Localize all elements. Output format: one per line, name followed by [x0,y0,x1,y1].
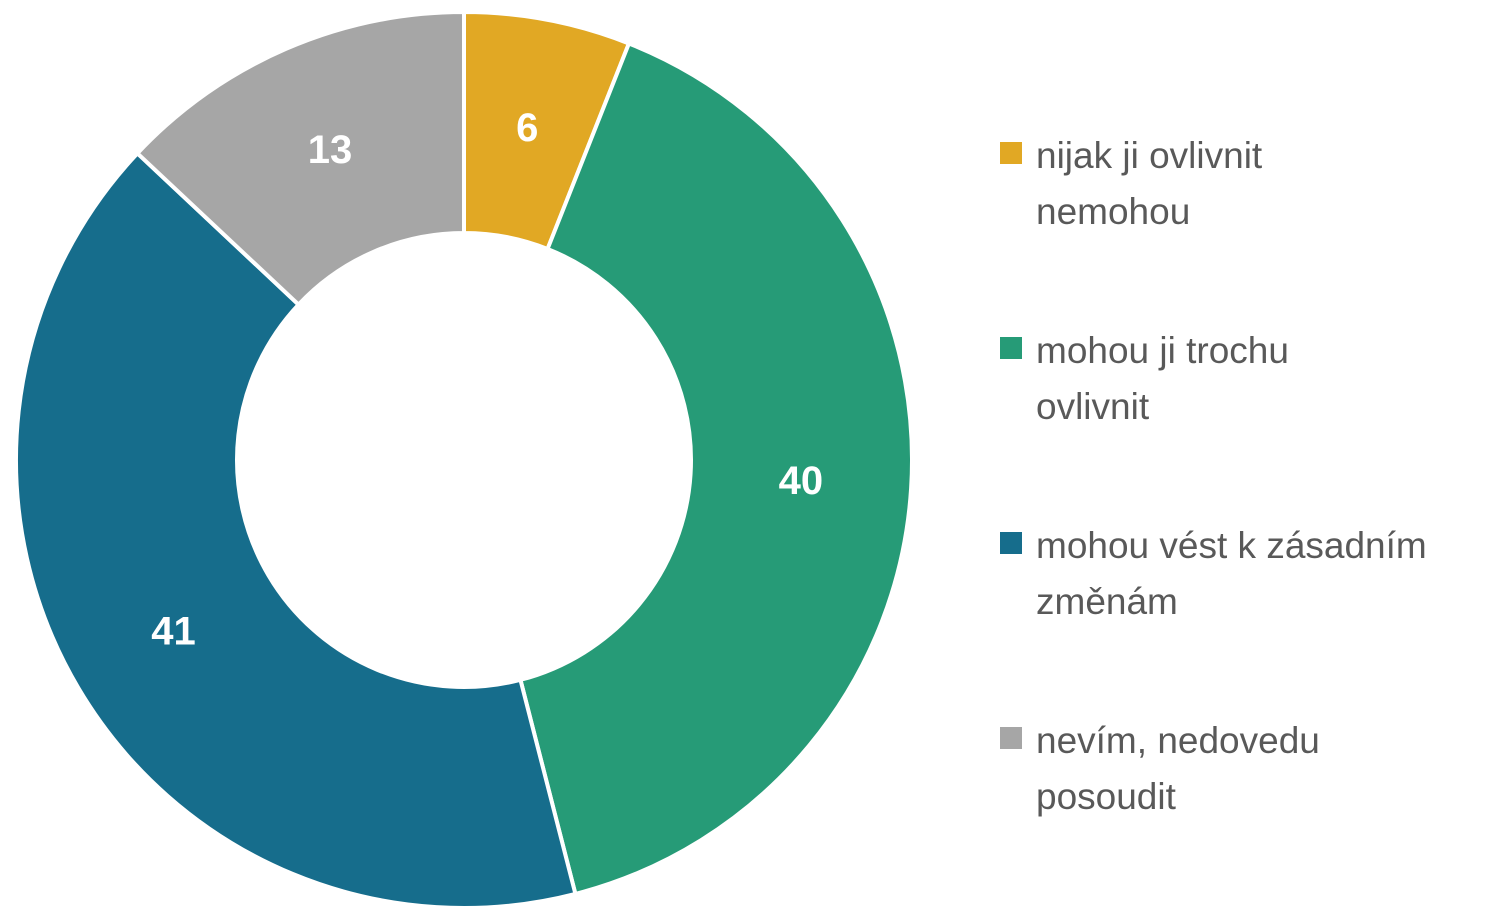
donut-segment [518,40,914,897]
legend-label: nevím, nedovedu posoudit [1036,720,1320,817]
legend-swatch [1000,727,1022,749]
data-label: 6 [516,106,538,150]
legend-item: nijak ji ovlivnit nemohou [1000,128,1490,323]
legend-item: nevím, nedovedu posoudit [1000,713,1490,908]
data-label: 13 [308,128,353,172]
legend: nijak ji ovlivnit nemohou mohou ji trochu… [1000,128,1490,908]
legend-label: mohou vést k zásadním změnám [1036,525,1427,622]
donut-segment [134,9,466,308]
donut-segment [14,150,578,909]
legend-label: mohou ji trochu ovlivnit [1036,330,1289,427]
legend-swatch [1000,337,1022,359]
legend-swatch [1000,142,1022,164]
legend-item: mohou vést k zásadním změnám [1000,518,1490,713]
data-label: 40 [779,459,824,503]
data-label: 41 [151,609,196,653]
legend-item: mohou ji trochu ovlivnit [1000,323,1490,518]
legend-label: nijak ji ovlivnit nemohou [1036,135,1263,232]
legend-swatch [1000,532,1022,554]
